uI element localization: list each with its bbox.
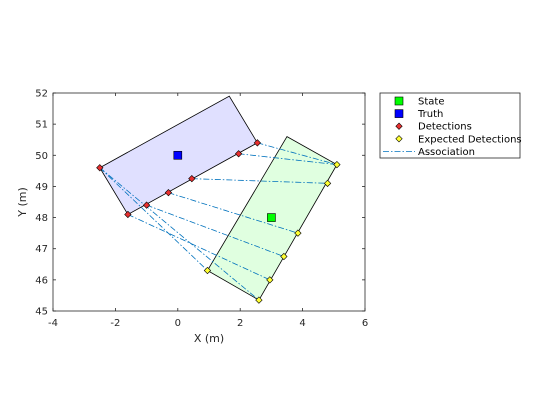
markers-layer: [96, 139, 341, 304]
detection-marker: [253, 139, 261, 147]
expected-detection-marker: [323, 179, 332, 187]
expected-detection-marker: [294, 229, 302, 237]
association-line: [238, 153, 337, 166]
detection-marker: [96, 164, 104, 172]
legend-swatch: [394, 96, 404, 106]
association-line: [257, 142, 338, 166]
association-line: [127, 214, 271, 281]
detection-marker: [188, 175, 196, 183]
y-tick-label: 47: [35, 244, 48, 255]
detection-marker: [124, 210, 132, 219]
x-tick-label: 2: [237, 318, 243, 329]
x-tick-label: 4: [299, 318, 305, 329]
association-line: [146, 204, 285, 257]
expected-detection-marker: [203, 266, 212, 275]
expected-detection-marker: [333, 161, 341, 169]
legend-label: Detections: [418, 122, 472, 133]
legend-swatch: [395, 122, 403, 130]
y-tick-label: 48: [35, 213, 48, 224]
axes-box: [52, 92, 366, 312]
association-layer: [99, 142, 338, 301]
legend-swatch: [395, 135, 403, 143]
y-tick-label: 49: [35, 182, 48, 193]
expected-detection-marker: [255, 296, 263, 304]
x-tick-label: -4: [48, 318, 58, 329]
y-tick-label: 46: [35, 275, 48, 286]
state-marker: [267, 213, 276, 222]
association-line: [99, 167, 208, 271]
y-ticks: 45 46 47 48 49 50 51 52: [35, 89, 365, 318]
expected-detection-marker: [280, 252, 288, 261]
truth-marker: [173, 150, 183, 160]
y-tick-label: 51: [35, 120, 48, 131]
detection-marker: [142, 201, 151, 209]
expected-detection-marker: [266, 276, 274, 284]
y-axis-label: Y (m): [16, 187, 29, 218]
x-axis-label: X (m): [194, 332, 224, 345]
y-tick-label: 50: [35, 151, 48, 162]
detection-marker: [164, 189, 173, 197]
legend-label: Expected Detections: [418, 134, 522, 145]
legend-label: Truth: [417, 109, 443, 120]
x-tick-label: -2: [110, 318, 120, 329]
x-tick-label: 6: [362, 318, 368, 329]
y-tick-label: 52: [35, 89, 48, 100]
legend-swatch: [394, 109, 404, 118]
y-tick-label: 45: [35, 307, 48, 318]
legend-label: Association: [418, 147, 475, 158]
legend-box: [379, 92, 521, 159]
legend-label: State: [418, 97, 444, 108]
x-tick-label: 0: [175, 318, 181, 329]
x-ticks: -4 -2 0 2 4 6: [48, 93, 368, 329]
detection-marker: [235, 150, 243, 158]
